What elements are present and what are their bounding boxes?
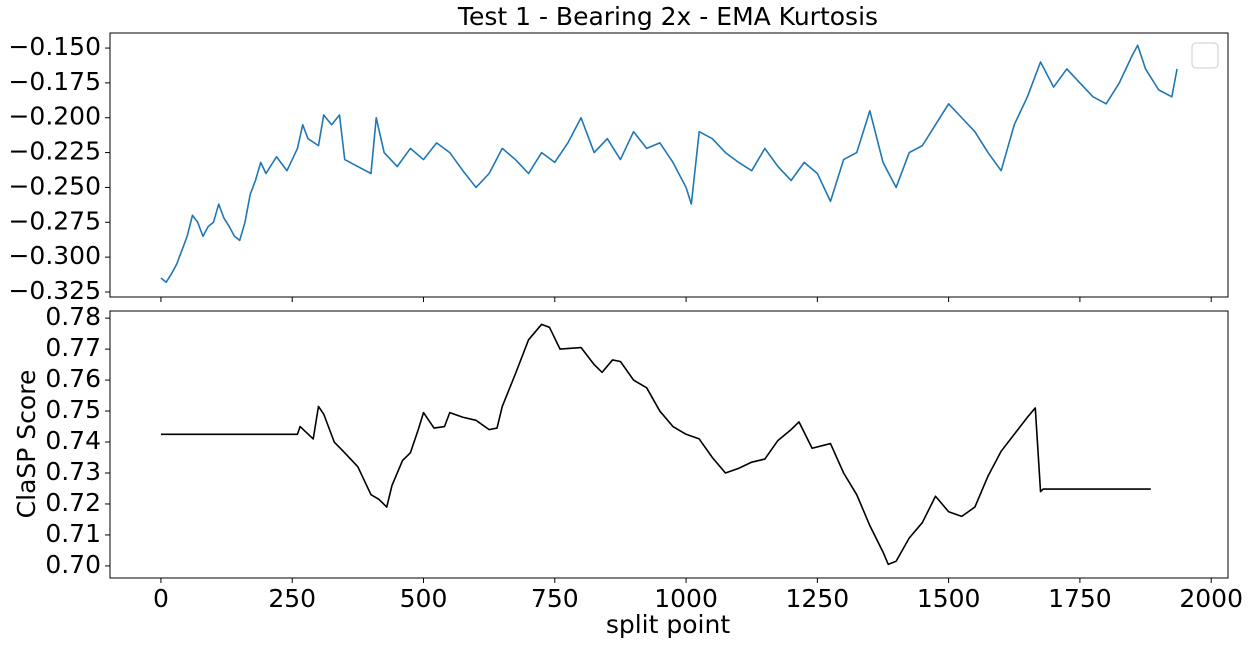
x-tick-label: 2000 <box>1179 584 1243 613</box>
y-tick-label: −0.325 <box>8 276 101 305</box>
x-axis-label: split point <box>606 610 730 639</box>
y-tick-label: 0.71 <box>45 519 101 548</box>
x-tick-label: 1500 <box>917 584 981 613</box>
y-tick-label: −0.200 <box>8 102 101 131</box>
x-tick-label: 0 <box>153 584 169 613</box>
y-tick-label: 0.73 <box>45 457 101 486</box>
axes-frame <box>109 32 1229 298</box>
chart-title: Test 1 - Bearing 2x - EMA Kurtosis <box>457 2 878 31</box>
legend <box>1191 42 1219 69</box>
y-tick-label: 0.75 <box>45 395 101 424</box>
y-tick-label: −0.275 <box>8 206 101 235</box>
y-tick-label: 0.78 <box>45 302 101 331</box>
x-tick-label: 1250 <box>786 584 850 613</box>
y-tick-label: 0.70 <box>45 550 101 579</box>
y-axis-label: ClaSP Score <box>12 370 41 519</box>
y-tick-label: 0.77 <box>45 333 101 362</box>
y-tick-label: −0.150 <box>8 32 101 61</box>
y-tick-label: −0.250 <box>8 171 101 200</box>
y-tick-label: −0.225 <box>8 137 101 166</box>
x-tick-label: 1000 <box>654 584 718 613</box>
x-tick-label: 750 <box>531 584 579 613</box>
axes-frame <box>109 310 1229 579</box>
data-line <box>160 44 1178 284</box>
y-tick-label: −0.300 <box>8 241 101 270</box>
data-line <box>160 323 1151 566</box>
y-tick-label: 0.72 <box>45 488 101 517</box>
x-tick-label: 250 <box>268 584 316 613</box>
y-tick-label: −0.175 <box>8 67 101 96</box>
x-tick-label: 1750 <box>1048 584 1112 613</box>
x-tick-label: 500 <box>400 584 448 613</box>
y-tick-label: 0.74 <box>45 426 101 455</box>
y-tick-label: 0.76 <box>45 364 101 393</box>
